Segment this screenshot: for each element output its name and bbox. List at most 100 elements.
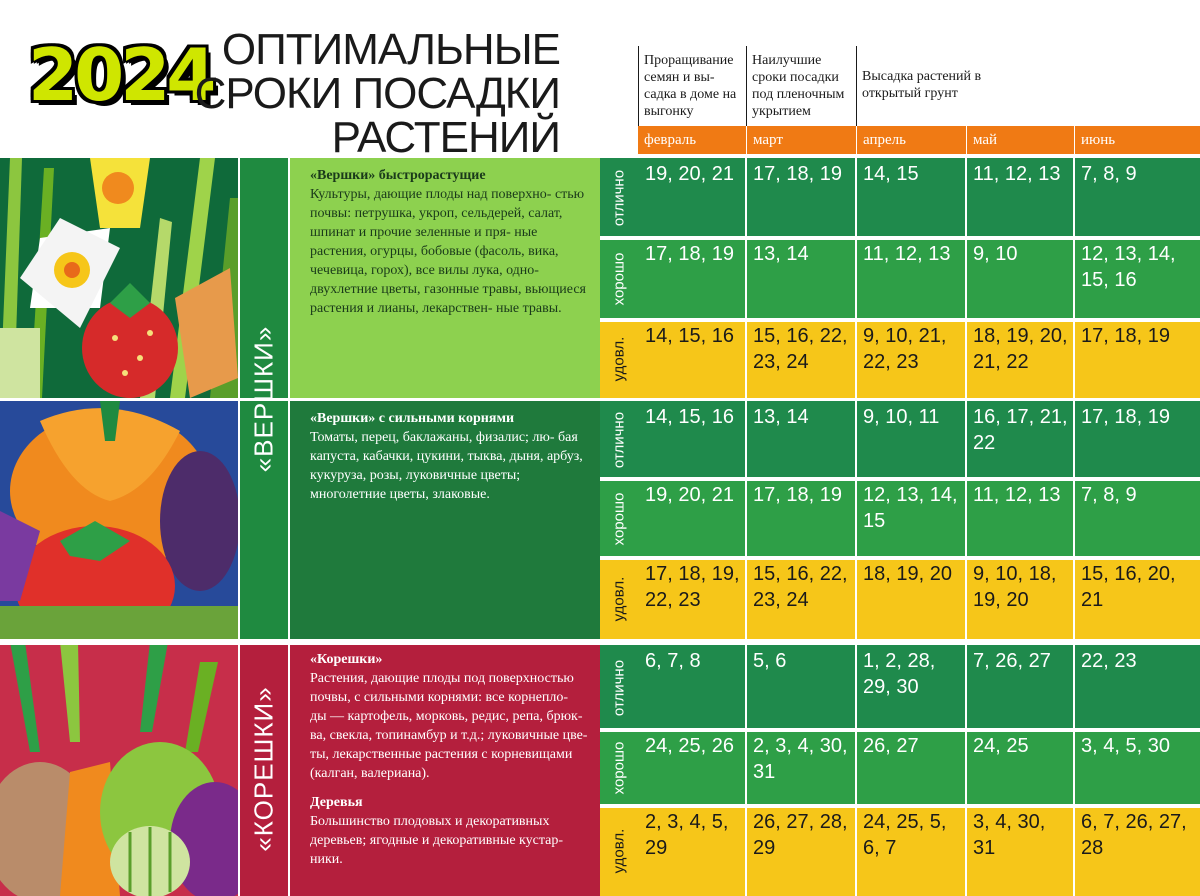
month-march: март	[746, 126, 856, 154]
date-cell: 26, 27, 28, 29	[746, 806, 856, 896]
group-title: «Корешки»	[310, 652, 383, 667]
month-may: май	[966, 126, 1074, 154]
group-description-roots: «Корешки» Растения, дающие плоды под пов…	[290, 642, 600, 896]
date-cell: 17, 18, 19	[746, 158, 856, 238]
pumpkin-tomato-illustration	[0, 401, 238, 639]
date-cell: 2, 3, 4, 5, 29	[638, 806, 746, 896]
column-header-film-cover: Наилучшие сроки посадки под пленочным ук…	[752, 53, 845, 119]
date-cell: 14, 15, 16	[638, 320, 746, 398]
date-cell: 24, 25, 5, 6, 7	[856, 806, 966, 896]
quality-label-text: отлично	[610, 659, 628, 716]
group-separator	[0, 398, 1200, 401]
quality-label-text: отлично	[610, 411, 628, 469]
date-cell: 3, 4, 5, 30	[1074, 730, 1200, 806]
row-separator	[600, 804, 1200, 808]
column-divider	[638, 46, 639, 126]
page-title: ОПТИМАЛЬНЫЕ СРОКИ ПОСАДКИ РАСТЕНИЙ	[140, 28, 561, 162]
quality-label-good: хорошо	[600, 479, 638, 558]
quality-label-text: отлично	[610, 169, 628, 227]
date-cell: 6, 7, 8	[638, 645, 746, 730]
date-cell: 7, 8, 9	[1074, 479, 1200, 558]
date-cell: 17, 18, 19	[638, 238, 746, 320]
quality-label-excellent: отлично	[600, 645, 638, 730]
date-cell: 3, 4, 30, 31	[966, 806, 1074, 896]
date-cell: 9, 10, 11	[856, 401, 966, 479]
quality-label-satisfactory: удовл.	[600, 320, 638, 398]
row-separator	[600, 477, 1200, 481]
date-cell: 17, 18, 19	[746, 479, 856, 558]
date-cell: 18, 19, 20, 21, 22	[966, 320, 1074, 398]
month-april: апрель	[856, 126, 966, 154]
date-cell: 19, 20, 21	[638, 479, 746, 558]
month-february: февраль	[644, 132, 697, 148]
group-subtitle: Деревья	[310, 795, 363, 810]
quality-label-good: хорошо	[600, 238, 638, 320]
date-cell: 1, 2, 28, 29, 30	[856, 645, 966, 730]
date-cell: 9, 10, 21, 22, 23	[856, 320, 966, 398]
quality-label-text: удовл.	[610, 576, 628, 621]
column-divider	[856, 46, 857, 126]
date-cell: 15, 16, 20, 21	[1074, 558, 1200, 639]
date-cell: 9, 10	[966, 238, 1074, 320]
section-band-label: «КОРЕШКИ»	[248, 686, 279, 852]
month-june: июнь	[1074, 126, 1200, 154]
date-cell: 15, 16, 22, 23, 24	[746, 320, 856, 398]
column-header-open-ground: Высадка растений в открытый грунт	[862, 69, 982, 101]
quality-label-good: хорошо	[600, 730, 638, 806]
date-cell: 18, 19, 20	[856, 558, 966, 639]
date-cell: 17, 18, 19, 22, 23	[638, 558, 746, 639]
date-cell: 11, 12, 13	[856, 238, 966, 320]
date-cell: 24, 25	[966, 730, 1074, 806]
date-cell: 7, 26, 27	[966, 645, 1074, 730]
date-cell: 11, 12, 13	[966, 479, 1074, 558]
quality-label-satisfactory: удовл.	[600, 558, 638, 639]
date-cell: 6, 7, 26, 27, 28	[1074, 806, 1200, 896]
quality-label-text: хорошо	[610, 252, 628, 306]
flowers-strawberry-illustration	[0, 158, 238, 398]
quality-label-satisfactory: удовл.	[600, 806, 638, 896]
date-cell: 12, 13, 14, 15, 16	[1074, 238, 1200, 320]
date-cell: 17, 18, 19	[1074, 401, 1200, 479]
column-separator	[1073, 158, 1075, 896]
date-cell: 22, 23	[1074, 645, 1200, 730]
date-cell: 13, 14	[746, 401, 856, 479]
date-cell: 11, 12, 13	[966, 158, 1074, 238]
root-vegetables-illustration	[0, 642, 238, 896]
row-separator	[600, 318, 1200, 322]
group-text: Культуры, дающие плоды над поверхно- сть…	[310, 187, 587, 316]
row-separator	[600, 728, 1200, 732]
group-description-strong-roots: «Вершки» с сильными корнями Томаты, пере…	[290, 401, 600, 639]
date-cell: 2, 3, 4, 30, 31	[746, 730, 856, 806]
column-separator	[745, 158, 747, 896]
title-line-2: СРОКИ ПОСАДКИ	[194, 69, 561, 118]
month-bar: февраль март апрель май июнь	[638, 126, 1200, 154]
row-separator	[600, 236, 1200, 240]
group-text: Томаты, перец, баклажаны, физалис; лю- б…	[310, 430, 583, 502]
column-divider	[746, 46, 747, 126]
row-separator	[600, 556, 1200, 560]
group-text: Растения, дающие плоды под поверхностью …	[310, 671, 588, 781]
quality-label-excellent: отлично	[600, 401, 638, 479]
group-title: «Вершки» с сильными корнями	[310, 411, 515, 426]
quality-label-text: хорошо	[610, 492, 628, 545]
group-subtext: Большинство плодовых и декоративных дере…	[310, 814, 564, 867]
quality-label-text: удовл.	[610, 336, 628, 382]
title-line-3: РАСТЕНИЙ	[331, 113, 561, 162]
column-header-indoor: Проращивание семян и вы- садка в доме на…	[644, 53, 737, 119]
date-cell: 24, 25, 26	[638, 730, 746, 806]
quality-label-excellent: отлично	[600, 158, 638, 238]
date-cell: 5, 6	[746, 645, 856, 730]
column-separator	[855, 158, 857, 896]
date-cell: 17, 18, 19	[1074, 320, 1200, 398]
quality-label-text: хорошо	[610, 741, 628, 795]
column-separator	[965, 158, 967, 896]
date-cell: 12, 13, 14, 15	[856, 479, 966, 558]
date-cell: 9, 10, 18, 19, 20	[966, 558, 1074, 639]
date-cell: 16, 17, 21, 22	[966, 401, 1074, 479]
date-cell: 7, 8, 9	[1074, 158, 1200, 238]
group-separator	[0, 639, 1200, 645]
section-band-koreshki: «КОРЕШКИ»	[240, 642, 288, 896]
date-cell: 15, 16, 22, 23, 24	[746, 558, 856, 639]
group-description-fast-growing: «Вершки» быстрорастущие Культуры, дающие…	[290, 158, 600, 398]
year-heading: 2024	[28, 33, 216, 117]
